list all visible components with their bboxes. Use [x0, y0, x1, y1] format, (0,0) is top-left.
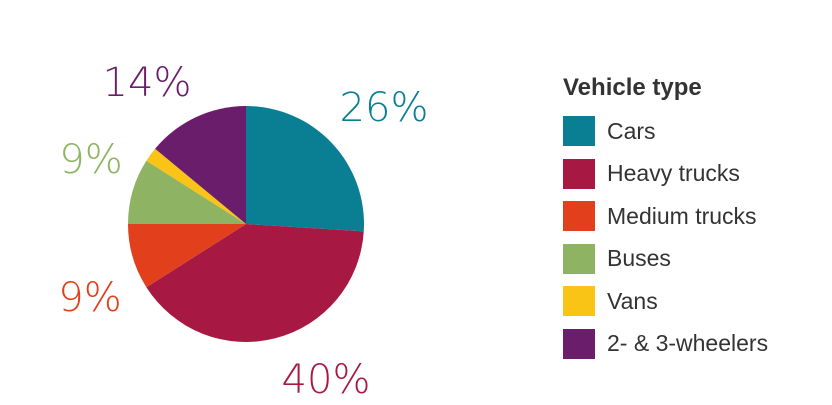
pie-slice-2-and-3-wheelers	[155, 105, 246, 224]
pie-slice-heavy-trucks	[146, 224, 364, 343]
legend-label: Medium trucks	[607, 202, 757, 229]
legend-swatch	[563, 286, 595, 317]
legend: Vehicle type Cars Heavy trucks Medium truc…	[563, 72, 823, 365]
legend-swatch	[563, 201, 595, 232]
legend-swatch	[563, 328, 595, 359]
pie-slice-buses	[128, 160, 246, 224]
pie-slice-medium-trucks	[128, 224, 246, 288]
pie-label-medium-trucks: 9%	[58, 275, 121, 321]
legend-item-buses: Buses	[563, 238, 823, 281]
legend-swatch	[563, 158, 595, 189]
pie-slice-vans	[146, 148, 246, 224]
legend-item-cars: Cars	[563, 110, 823, 153]
legend-label: Buses	[607, 245, 671, 272]
legend-label: 2- & 3-wheelers	[607, 330, 769, 357]
legend-swatch	[563, 116, 595, 147]
legend-item-vans: Vans	[563, 280, 823, 323]
pie-label-2-and-3-wheelers: 14%	[103, 60, 192, 106]
legend-item-medium-trucks: Medium trucks	[563, 195, 823, 238]
pie-slice-cars	[246, 106, 365, 232]
legend-item-heavy-trucks: Heavy trucks	[563, 153, 823, 196]
legend-label: Vans	[607, 287, 658, 314]
legend-label: Heavy trucks	[607, 160, 740, 187]
legend-items: Cars Heavy trucks Medium trucks Buses Vans 2-…	[563, 110, 823, 365]
legend-swatch	[563, 243, 595, 274]
legend-label: Cars	[607, 117, 656, 144]
legend-item-2-and-3-wheelers: 2- & 3-wheelers	[563, 323, 823, 366]
legend-title: Vehicle type	[563, 74, 702, 101]
pie-label-cars: 26%	[340, 85, 429, 131]
pie-label-buses: 9%	[59, 137, 122, 183]
pie-slices	[128, 105, 365, 343]
pie-chart: 26% 40% 9% 9% 14%	[58, 60, 428, 403]
pie-labels: 26% 40% 9% 9% 14%	[58, 60, 428, 403]
pie-label-heavy-trucks: 40%	[282, 357, 371, 403]
